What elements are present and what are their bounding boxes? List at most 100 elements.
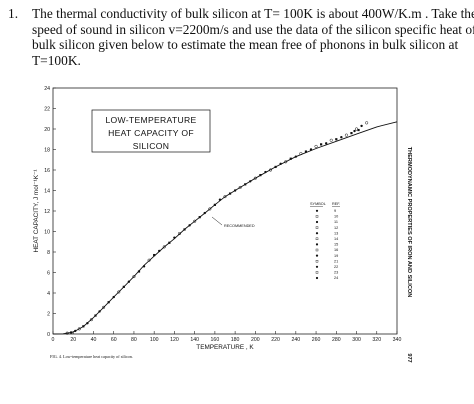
data-point [173, 236, 176, 239]
x-tick-label: 280 [332, 337, 341, 343]
x-tick-label: 160 [211, 337, 220, 343]
data-point [122, 285, 125, 288]
legend-symbol [315, 232, 319, 235]
x-tick-label: 340 [393, 337, 402, 343]
x-tick-label: 180 [231, 337, 240, 343]
data-point [102, 305, 106, 309]
legend-ref: 15 [334, 243, 338, 247]
y-tick-label: 0 [47, 332, 50, 338]
data-point [77, 327, 81, 331]
legend-header-symbol: SYMBOL [310, 202, 326, 206]
data-point [350, 132, 353, 135]
data-point [249, 180, 252, 183]
question-line-3: bulk silicon given below to estimate the… [32, 37, 459, 53]
data-point [289, 157, 292, 160]
legend-symbol [315, 260, 319, 263]
data-point [218, 198, 222, 201]
legend-ref: 19 [334, 254, 338, 258]
y-tick-label: 2 [47, 311, 50, 317]
data-point [284, 160, 288, 164]
y-tick-label: 8 [47, 250, 50, 256]
legend-ref: 23 [334, 271, 338, 275]
legend-ref: 14 [334, 237, 338, 241]
legend-symbol [315, 209, 319, 212]
y-tick-label: 10 [44, 229, 50, 235]
data-point [279, 162, 282, 166]
x-tick-label: 300 [352, 337, 361, 343]
data-point [82, 325, 85, 328]
data-point [168, 241, 171, 244]
data-point [268, 168, 273, 172]
legend-symbol [315, 226, 319, 229]
question-line-1: 1. The thermal conductivity of bulk silic… [8, 6, 474, 21]
data-point [132, 275, 136, 279]
data-point [309, 148, 313, 151]
data-point [299, 152, 303, 156]
legend-symbol [315, 254, 319, 257]
legend-symbol [315, 271, 319, 274]
data-point [233, 189, 237, 192]
y-tick-label: 18 [44, 147, 50, 153]
legend-header-ref: REF. [332, 202, 340, 206]
page-number: 977 [406, 353, 412, 362]
x-tick-label: 100 [150, 337, 159, 343]
legend-ref: 24 [334, 276, 338, 280]
data-point [70, 331, 73, 334]
data-point [244, 183, 247, 186]
x-tick-label: 200 [251, 337, 260, 343]
y-tick-label: 16 [44, 168, 50, 174]
data-point [158, 249, 161, 253]
y-tick-label: 14 [44, 188, 50, 194]
legend-ref: 16 [334, 248, 338, 252]
x-tick-label: 120 [170, 337, 179, 343]
data-point [147, 258, 151, 262]
question-text: 1. The thermal conductivity of bulk silic… [8, 6, 474, 68]
data-point [238, 185, 242, 189]
x-tick-label: 0 [52, 337, 55, 343]
data-point [137, 270, 141, 273]
data-point [112, 295, 115, 299]
y-tick-label: 22 [44, 106, 50, 112]
legend-ref: 13 [334, 231, 338, 235]
data-point [360, 124, 363, 128]
data-point [223, 195, 227, 199]
data-point [320, 143, 323, 146]
legend-symbol [315, 276, 319, 280]
side-running-head: THERMODYNAMIC PROPERTIES OF IRON AND SIL… [406, 147, 412, 298]
data-point [188, 224, 191, 227]
data-point [74, 329, 77, 333]
data-point [89, 318, 93, 322]
data-point [203, 211, 206, 215]
legend-ref: 21 [334, 259, 338, 263]
y-axis-label: HEAT CAPACITY, J mol⁻¹K⁻¹ [33, 170, 40, 253]
x-tick-label: 240 [291, 337, 300, 343]
data-point [193, 219, 197, 223]
x-tick-label: 80 [131, 337, 137, 343]
data-point [353, 129, 356, 133]
chart-title-line: LOW-TEMPERATURE [105, 115, 196, 125]
data-point [198, 216, 201, 219]
data-point [117, 290, 121, 294]
data-point [94, 314, 97, 317]
legend-symbol [315, 248, 319, 252]
legend-symbol [315, 265, 319, 268]
data-point [208, 207, 212, 211]
data-point [65, 331, 69, 335]
y-tick-label: 24 [44, 86, 50, 92]
legend-symbol [315, 215, 319, 218]
data-point [98, 310, 101, 313]
data-point [177, 232, 182, 236]
question-number: 1. [8, 6, 19, 21]
data-point [335, 138, 338, 141]
data-point [294, 155, 298, 158]
data-point [365, 121, 369, 125]
data-point [259, 174, 262, 177]
recommended-label: RECOMMENDED [224, 224, 255, 228]
legend-ref: 22 [334, 265, 338, 269]
x-tick-label: 40 [91, 337, 97, 343]
title-box [91, 109, 211, 153]
figure-caption: FIG. 4. Low-temperature heat capacity of… [50, 354, 133, 359]
data-point [340, 136, 343, 139]
x-tick-label: 320 [372, 337, 381, 343]
